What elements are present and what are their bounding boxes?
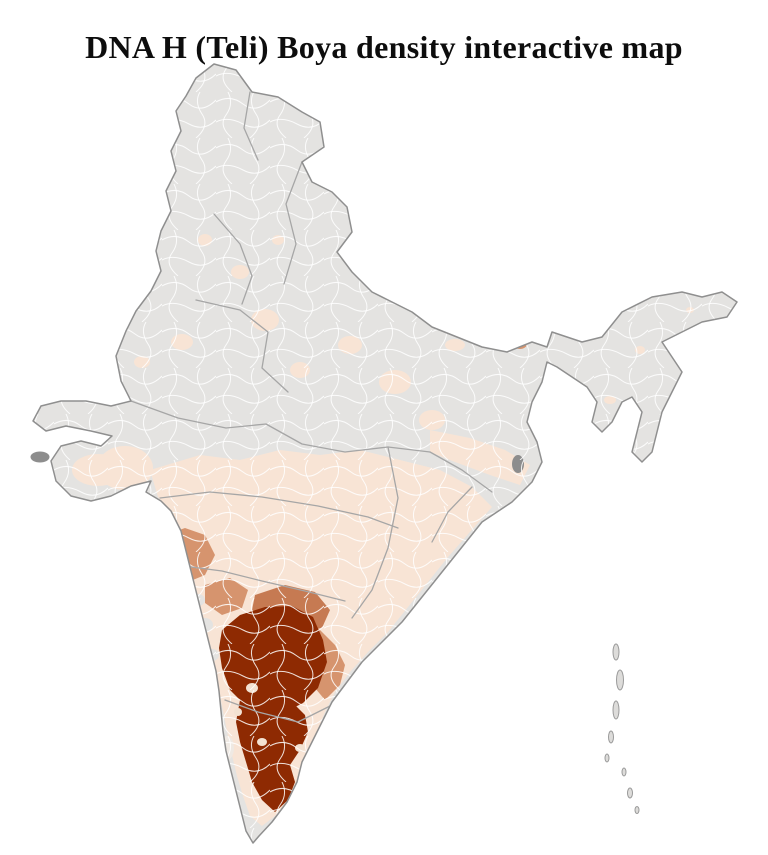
- andaman-nicobar-islands[interactable]: [604, 643, 640, 814]
- region-kutch-creek-gray[interactable]: [30, 451, 50, 463]
- state-borders: [130, 91, 493, 723]
- page-title: DNA H (Teli) Boya density interactive ma…: [85, 29, 683, 66]
